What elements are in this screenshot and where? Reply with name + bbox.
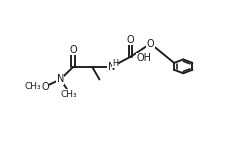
Text: H: H bbox=[112, 59, 118, 68]
Text: OH: OH bbox=[136, 53, 151, 63]
Text: O: O bbox=[41, 82, 49, 92]
Text: O: O bbox=[127, 35, 134, 45]
Text: O: O bbox=[69, 45, 77, 55]
Text: O: O bbox=[147, 39, 154, 49]
Text: CH₃: CH₃ bbox=[25, 82, 41, 91]
Text: CH₃: CH₃ bbox=[60, 90, 77, 99]
Text: N: N bbox=[108, 62, 115, 72]
Text: N: N bbox=[57, 74, 64, 84]
